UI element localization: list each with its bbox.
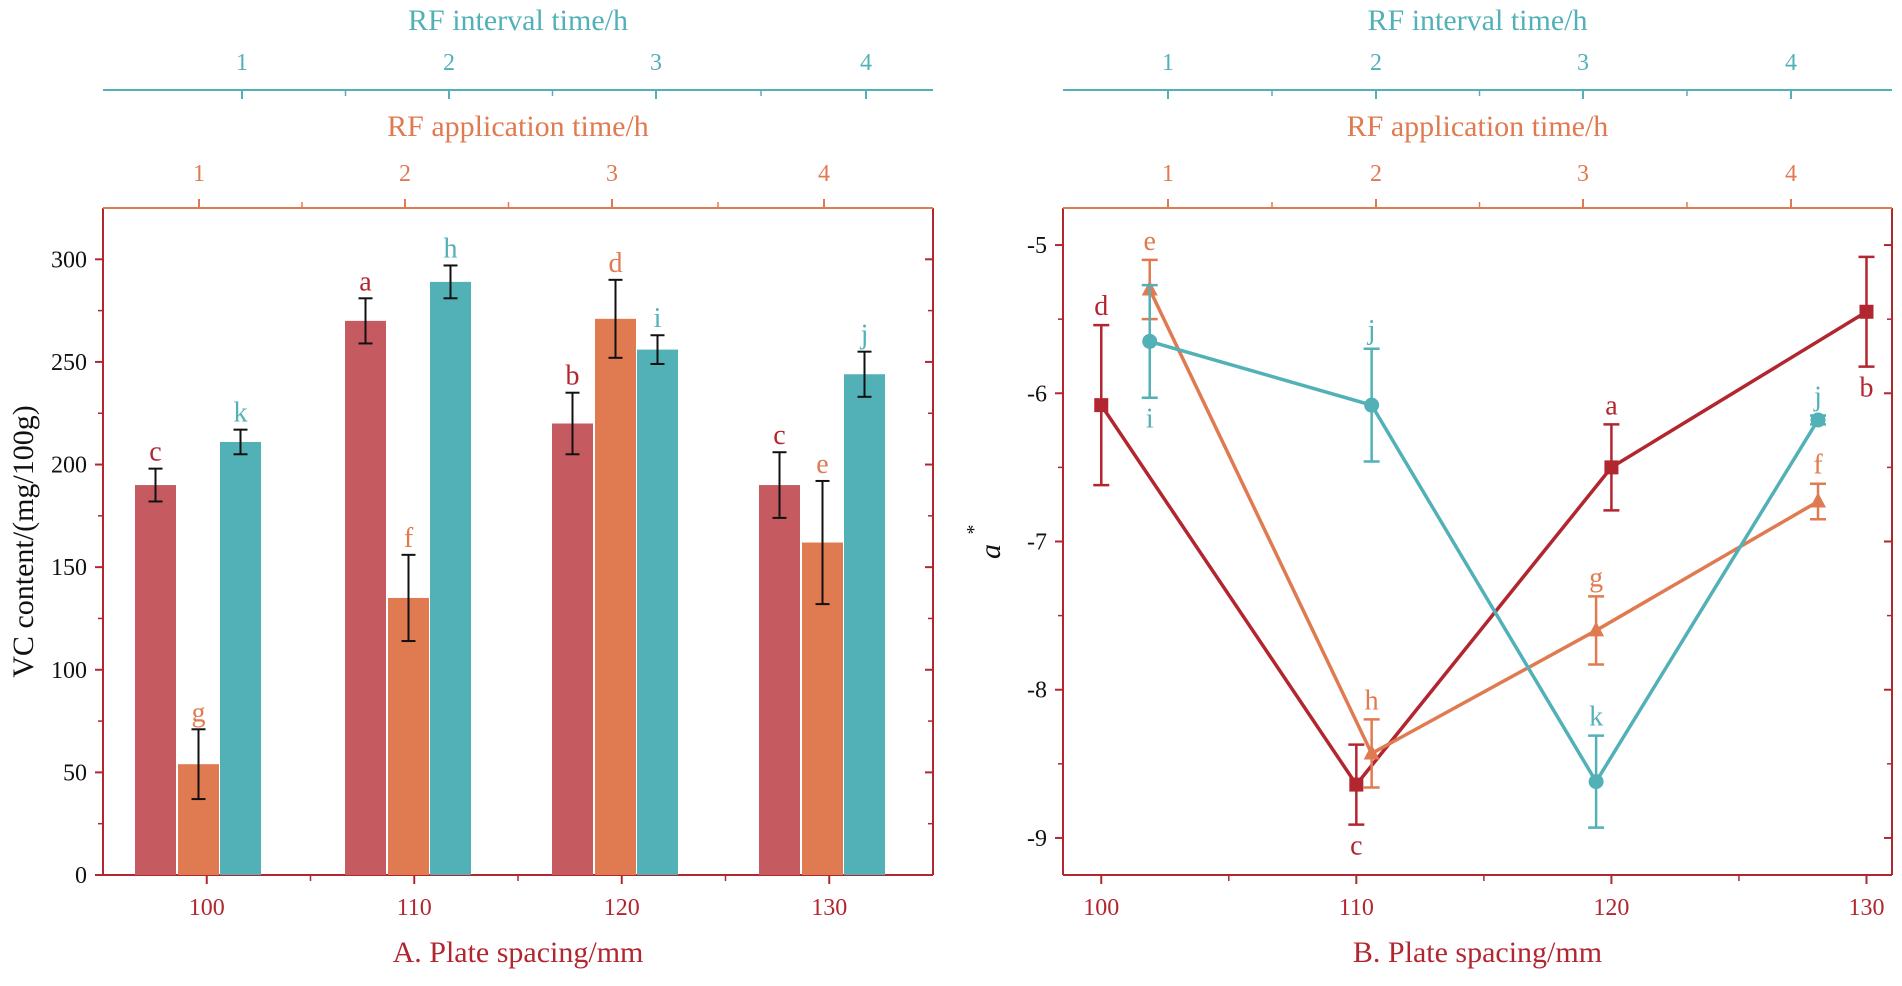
x-tick-label: 120	[1593, 895, 1629, 921]
y-tick-label: -8	[1027, 678, 1047, 704]
significance-letter: d	[1094, 291, 1108, 322]
y-axis-title: VC content/(mg/100g)	[7, 405, 40, 677]
top-int-tick-label: 3	[650, 50, 662, 76]
significance-letter: i	[654, 303, 662, 334]
top-int-tick-label: 1	[1162, 50, 1174, 76]
y-tick-label: 150	[51, 555, 87, 581]
y-tick-label: 200	[51, 453, 87, 479]
significance-letter: j	[860, 320, 869, 351]
top-app-tick-label: 3	[1577, 161, 1589, 187]
y-axis-title: a	[974, 544, 1007, 559]
y-tick-label: 300	[51, 247, 87, 273]
bar	[220, 441, 261, 875]
top-app-axis-title: RF application time/h	[1347, 110, 1609, 143]
bar	[595, 318, 636, 876]
significance-letter: h	[1365, 685, 1379, 716]
marker-triangle	[1810, 492, 1827, 508]
panel-a-vc-content-chart: 0 50 100 150 200 250 300 100 110 120 130 1 2 3 4 RF app…	[7, 4, 934, 969]
y-tick-label: 50	[63, 760, 87, 786]
y-tick-label: -9	[1027, 826, 1047, 852]
significance-letter: a	[359, 266, 372, 297]
y-tick-label: 250	[51, 350, 87, 376]
top-app-tick-label: 1	[1162, 161, 1174, 187]
y-tick-label: 100	[51, 658, 87, 684]
top-int-tick-label: 1	[236, 50, 248, 76]
x-tick-label: 110	[1339, 895, 1374, 921]
marker-circle	[1364, 397, 1380, 413]
bar	[759, 485, 800, 875]
significance-letter: e	[1144, 226, 1156, 257]
bar	[637, 349, 678, 875]
y-tick-label: -6	[1027, 381, 1047, 407]
bar	[430, 281, 471, 876]
x-tick-label: 130	[1848, 895, 1884, 921]
significance-letter: d	[609, 248, 623, 279]
x-tick-label: 110	[397, 895, 432, 921]
y-axis-title-superscript: *	[963, 525, 985, 535]
x-axis-title: A. Plate spacing/mm	[393, 936, 644, 969]
marker-square	[1094, 398, 1109, 413]
top-int-axis-title: RF interval time/h	[1368, 4, 1588, 37]
significance-letter: j	[1367, 315, 1376, 346]
significance-letter: k	[1589, 702, 1603, 733]
significance-letter: c	[149, 437, 161, 468]
significance-letter: e	[816, 449, 828, 480]
significance-letter: b	[566, 361, 580, 392]
y-tick-label: -5	[1027, 233, 1047, 259]
significance-letter: k	[234, 398, 248, 429]
top-app-tick-label: 4	[818, 161, 830, 187]
marker-circle	[1810, 412, 1826, 428]
significance-letter: b	[1859, 373, 1873, 404]
marker-square	[1349, 777, 1364, 792]
series-line	[1148, 288, 1819, 756]
significance-letter: a	[1605, 390, 1618, 421]
x-tick-label: 120	[604, 895, 640, 921]
bar	[844, 374, 885, 875]
significance-letter: g	[192, 697, 206, 728]
significance-letter: c	[1350, 831, 1362, 862]
y-tick-label: -7	[1027, 530, 1047, 556]
x-tick-label: 100	[189, 895, 225, 921]
top-app-tick-label: 2	[1370, 161, 1382, 187]
marker-triangle	[1588, 621, 1605, 637]
significance-letter: i	[1146, 404, 1154, 435]
x-axis-title: B. Plate spacing/mm	[1353, 936, 1602, 969]
bar	[552, 423, 593, 875]
x-tick-label: 130	[811, 895, 847, 921]
significance-letter: h	[444, 233, 458, 264]
significance-letter: g	[1589, 562, 1603, 593]
series-line	[1149, 339, 1820, 786]
top-app-axis-title: RF application time/h	[387, 110, 649, 143]
top-int-tick-label: 4	[1785, 50, 1797, 76]
marker-square	[1604, 460, 1619, 475]
top-app-tick-label: 1	[193, 161, 205, 187]
x-tick-label: 100	[1083, 895, 1119, 921]
top-int-tick-label: 4	[860, 50, 872, 76]
significance-letter: f	[404, 523, 414, 554]
top-app-tick-label: 2	[399, 161, 411, 187]
y-tick-label: 0	[75, 863, 87, 889]
bar	[345, 320, 386, 875]
top-app-tick-label: 4	[1785, 161, 1797, 187]
marker-circle	[1588, 774, 1604, 790]
marker-square	[1859, 304, 1874, 319]
significance-letter: f	[1813, 450, 1823, 481]
marker-circle	[1142, 333, 1158, 349]
bar	[388, 597, 429, 875]
top-int-tick-label: 2	[1370, 50, 1382, 76]
panel-b-a-star-chart: -5 -6 -7 -8 -9 100 110 120 130 1 2 3 4 RF application…	[963, 4, 1893, 969]
top-int-axis-title: RF interval time/h	[408, 4, 628, 37]
top-app-tick-label: 3	[606, 161, 618, 187]
significance-letter: c	[773, 420, 785, 451]
marker-triangle	[1363, 744, 1380, 760]
significance-letter: j	[1813, 382, 1822, 413]
top-int-tick-label: 2	[443, 50, 455, 76]
series-line	[1099, 310, 1868, 788]
top-int-tick-label: 3	[1577, 50, 1589, 76]
bar	[135, 485, 176, 875]
